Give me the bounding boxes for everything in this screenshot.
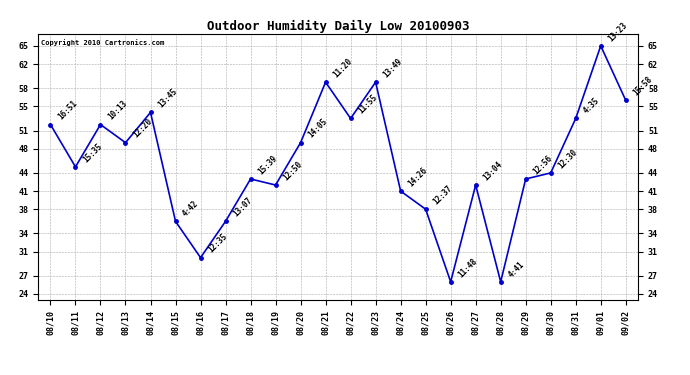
Text: 14:05: 14:05 [306, 117, 329, 140]
Text: 10:13: 10:13 [106, 99, 129, 122]
Title: Outdoor Humidity Daily Low 20100903: Outdoor Humidity Daily Low 20100903 [207, 20, 469, 33]
Text: 12:56: 12:56 [531, 153, 554, 176]
Text: 12:50: 12:50 [281, 159, 304, 182]
Text: 13:07: 13:07 [231, 196, 254, 219]
Text: 11:48: 11:48 [456, 256, 479, 279]
Text: 13:49: 13:49 [381, 57, 404, 80]
Text: 14:26: 14:26 [406, 166, 429, 188]
Text: 11:20: 11:20 [331, 57, 354, 80]
Text: 12:20: 12:20 [131, 117, 154, 140]
Text: 11:55: 11:55 [356, 93, 379, 116]
Text: 16:51: 16:51 [56, 99, 79, 122]
Text: 13:04: 13:04 [481, 159, 504, 182]
Text: 13:45: 13:45 [156, 87, 179, 109]
Text: 12:30: 12:30 [556, 147, 579, 170]
Text: 15:39: 15:39 [256, 153, 279, 176]
Text: 4:35: 4:35 [581, 96, 601, 116]
Text: 4:42: 4:42 [181, 199, 201, 219]
Text: 15:35: 15:35 [81, 141, 104, 164]
Text: 12:35: 12:35 [206, 232, 229, 255]
Text: 12:37: 12:37 [431, 184, 454, 207]
Text: Copyright 2010 Cartronics.com: Copyright 2010 Cartronics.com [41, 39, 164, 46]
Text: 13:23: 13:23 [607, 20, 629, 43]
Text: 4:41: 4:41 [506, 260, 526, 279]
Text: 15:58: 15:58 [631, 75, 654, 98]
